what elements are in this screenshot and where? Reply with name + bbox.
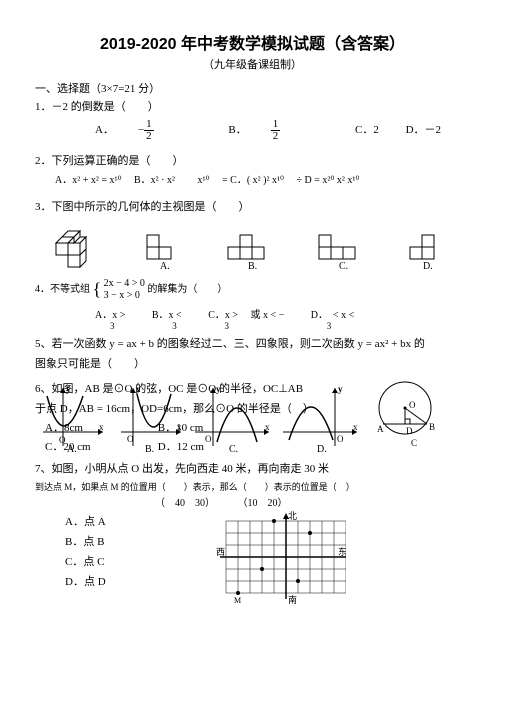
q5-text1: 5、若一次函数 y = ax + b 的图象经过二、三、四象限，则二次函数 y … <box>35 337 470 352</box>
q3-label-b: B. <box>248 261 257 271</box>
q1-opt-a: A．−12 <box>95 119 202 142</box>
q2-opt-c: = C．( x² )² x¹⁰ <box>222 175 284 186</box>
q6-opt-c: C．20 cm <box>45 440 155 455</box>
q2-opts: A．x² + x² = x¹⁰ B．x² · x² x¹⁰ = C．( x² )… <box>55 174 470 188</box>
q3-label-d: D. <box>423 261 433 271</box>
q3-text: 3．下图中所示的几何体的主视图是（ ） <box>35 200 470 215</box>
q7-text2: 到达点 M，如果点 M 的位置用（ ）表示，那么（ ）表示的位置是（ ） <box>35 481 470 494</box>
svg-text:南: 南 <box>288 594 297 605</box>
q3-3d-icon <box>51 223 111 271</box>
svg-text:B: B <box>429 422 435 432</box>
q5-text2: 图象只可能是（ ） <box>35 357 470 372</box>
svg-text:O: O <box>337 434 344 444</box>
page-subtitle: （九年级备课组制） <box>35 56 470 72</box>
q3-opt-a-fig: A. <box>142 229 192 271</box>
q7-opts: A．点 A B．点 B C．点 C D．点 D <box>35 509 106 589</box>
svg-text:O: O <box>409 400 416 410</box>
q1-opt-d: D．－2 <box>406 121 441 137</box>
q2-text: 2．下列运算正确的是（ ） <box>35 154 470 169</box>
svg-text:M: M <box>234 596 241 605</box>
svg-text:x: x <box>353 422 358 432</box>
svg-text:D.: D. <box>317 444 327 454</box>
q4-opt-b: B．x < <box>152 306 182 321</box>
svg-text:O: O <box>205 434 212 444</box>
svg-text:C.: C. <box>229 444 238 454</box>
q3-opt-c-fig: C. <box>314 229 374 271</box>
q4-opt-d: D． < x < <box>311 306 355 321</box>
svg-text:x: x <box>265 422 270 432</box>
q3-label-c: C. <box>339 261 348 271</box>
page-title: 2019-2020 年中考数学模拟试题（含答案） <box>35 30 470 54</box>
q7-opt-a: A．点 A <box>65 513 106 529</box>
q1-opt-b: B．12 <box>228 119 328 142</box>
q3-label-a: A. <box>160 261 170 271</box>
q4-opt-c: C．x > 或 x < − <box>208 306 284 321</box>
q6-opt-b: B．10 cm <box>158 422 204 434</box>
q1-opts: A．−12 B．12 C．2 D．－2 <box>95 119 470 142</box>
q6-text2: 于点 D，AB = 16cm，OD=6cm，那么⊙O 的半径是（ ） <box>35 402 345 417</box>
section-heading: 一、选择题（3×7=21 分） <box>35 80 470 96</box>
svg-text:北: 北 <box>288 511 297 521</box>
q7-grid-fig: 北 南 西 东 M <box>216 511 346 611</box>
q6-text1: 6、如图，AB 是⊙O 的弦，OC 是⊙O 的半径，OC⊥AB <box>35 382 335 397</box>
q4-opt-a: A．x > <box>95 306 125 321</box>
page: 2019-2020 年中考数学模拟试题（含答案） （九年级备课组制） 一、选择题… <box>0 0 505 714</box>
q1-text: 1．－2 的倒数是（ ） <box>35 100 470 115</box>
svg-text:C: C <box>411 438 417 448</box>
q6-opt-a: A．8cm <box>45 421 155 436</box>
svg-text:y: y <box>338 384 343 394</box>
q3-opt-d-fig: D. <box>405 229 455 271</box>
q7-row: A．点 A B．点 B C．点 C D．点 D 北 南 西 东 M <box>35 509 470 611</box>
q2-opt-a: A．x² + x² = x¹⁰ <box>55 175 122 186</box>
svg-text:东: 东 <box>338 546 346 557</box>
q1-opt-c: C．2 <box>355 121 379 137</box>
q3-figures: A. B. C. D. <box>35 223 470 271</box>
svg-text:D: D <box>406 426 413 436</box>
q2-opt-d: ÷ D = x²⁰ x² x¹⁰ <box>297 175 360 186</box>
q7-opt-b: B．点 B <box>65 533 106 549</box>
q7-opt-d: D．点 D <box>65 573 106 589</box>
svg-text:A: A <box>377 424 384 434</box>
q4: 4．不等式组 { 2x − 4 > 0 3 − x > 0 的解集为（ ） <box>35 277 470 302</box>
q6-opt-d: D．12 cm <box>158 441 204 453</box>
svg-text:西: 西 <box>216 547 225 557</box>
q7-opt-c: C．点 C <box>65 553 106 569</box>
q6-circle-fig: O A B D C <box>367 376 445 454</box>
q2-opt-b: B．x² · x² <box>134 175 175 186</box>
q7-text1: 7、如图，小明从点 O 出发，先向西走 40 米，再向南走 30 米 <box>35 462 470 477</box>
q3-opt-b-fig: B. <box>223 229 283 271</box>
q4-opts: A．x > B．x < C．x > 或 x < − D． < x < <box>95 306 470 321</box>
